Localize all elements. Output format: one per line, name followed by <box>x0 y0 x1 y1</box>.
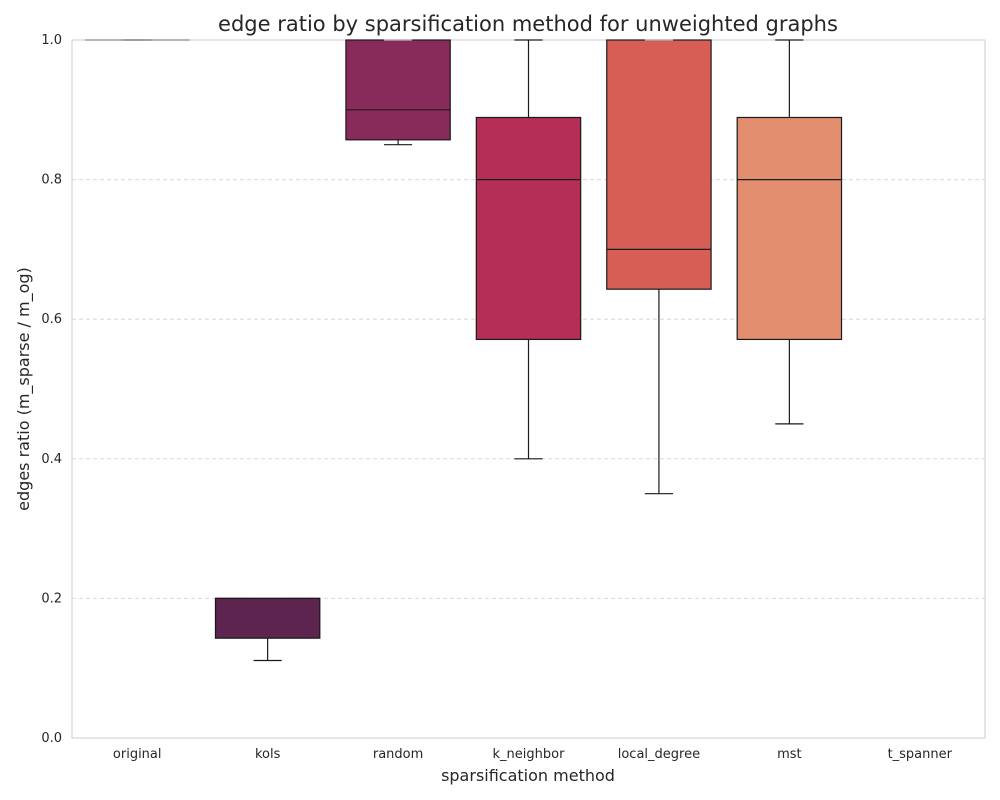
iqr-box <box>345 39 451 141</box>
box-k_neighbor <box>475 39 582 460</box>
x-tick-label: original <box>113 747 162 762</box>
y-tick-label: 0.8 <box>41 173 62 188</box>
box-mst <box>736 39 843 425</box>
y-tick-label: 0.2 <box>41 591 62 606</box>
box-series <box>85 39 843 662</box>
x-tick-label: kols <box>255 747 281 762</box>
x-tick-label: local_degree <box>618 747 700 762</box>
box-random <box>345 39 451 146</box>
y-tick-label: 0.0 <box>41 731 62 746</box>
x-tick-label: mst <box>777 747 802 762</box>
x-axis-label: sparsification method <box>441 766 615 785</box>
iqr-box <box>214 597 321 639</box>
chart-title: edge ratio by sparsification method for … <box>218 12 838 36</box>
box-kols <box>214 597 321 662</box>
y-tick-label: 1.0 <box>41 33 62 48</box>
x-axis-ticks: original kols random k_neighbor local_degree… <box>113 747 953 762</box>
y-axis-ticks: 0.0 0.2 0.4 0.6 0.8 1.0 <box>41 33 62 746</box>
y-tick-label: 0.4 <box>41 452 62 467</box>
iqr-box <box>606 39 712 290</box>
box-local_degree <box>606 39 712 495</box>
iqr-box <box>475 116 582 341</box>
x-tick-label: random <box>373 747 423 762</box>
x-tick-label: t_spanner <box>888 747 953 762</box>
x-tick-label: k_neighbor <box>493 747 566 762</box>
iqr-box <box>736 116 843 341</box>
y-tick-label: 0.6 <box>41 312 62 327</box>
y-axis-label: edges ratio (m_sparse / m_og) <box>14 267 34 511</box>
